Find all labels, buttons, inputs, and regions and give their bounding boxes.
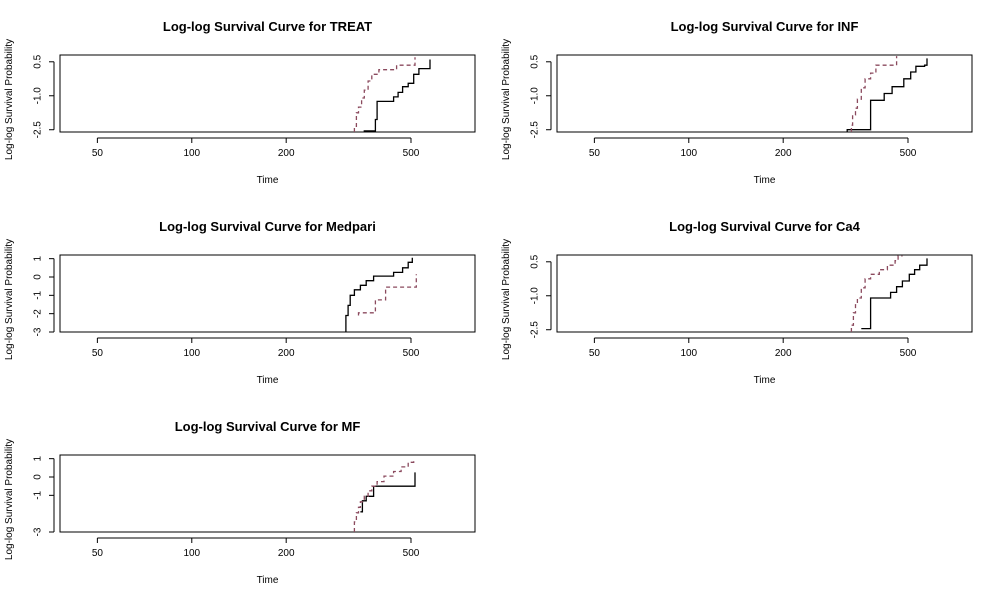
x-tick-label: 200 [278, 548, 295, 559]
x-tick-label: 50 [92, 548, 104, 559]
y-tick-label: 0.5 [530, 254, 541, 268]
y-axis-label: Log-log Survival Probability [501, 239, 512, 360]
x-tick-label: 500 [403, 148, 420, 159]
survival-curve-dashed [357, 274, 417, 316]
y-tick-label: -2.5 [530, 121, 541, 139]
survival-curve-solid [363, 59, 431, 132]
chart-panel: Log-log Survival Curve for Medpari 50 100 2… [4, 219, 476, 386]
chart-panel: Log-log Survival Curve for MF 50 100 200 500… [4, 419, 476, 586]
chart-panel: Log-log Survival Curve for INF 50 100 200 50… [501, 19, 973, 186]
x-tick-label: 50 [589, 348, 601, 359]
x-tick-label: 100 [183, 348, 200, 359]
chart-panel: Log-log Survival Curve for TREAT 50 100 200… [4, 19, 476, 186]
x-axis-label: Time [754, 375, 776, 386]
chart-title: Log-log Survival Curve for Medpari [159, 219, 376, 234]
y-tick-label: -3 [33, 527, 44, 536]
chart-title: Log-log Survival Curve for MF [175, 419, 361, 434]
survival-curve-solid [861, 258, 928, 330]
x-axis-label: Time [257, 575, 279, 586]
x-tick-label: 100 [680, 348, 697, 359]
x-tick-label: 100 [183, 148, 200, 159]
y-tick-label: -1.0 [530, 87, 541, 105]
chart-title: Log-log Survival Curve for INF [671, 19, 859, 34]
x-tick-label: 200 [775, 148, 792, 159]
x-tick-label: 500 [900, 148, 917, 159]
survival-curve-solid [846, 58, 928, 132]
y-axis-label: Log-log Survival Probability [4, 439, 15, 560]
y-tick-label: 0.5 [33, 54, 44, 68]
x-tick-label: 200 [278, 348, 295, 359]
y-tick-label: -2 [33, 309, 44, 318]
y-axis-label: Log-log Survival Probability [4, 39, 15, 160]
y-tick-label: -1 [33, 290, 44, 299]
x-tick-label: 50 [92, 348, 104, 359]
y-tick-label: 1 [33, 455, 44, 461]
plot-frame [59, 454, 476, 533]
y-tick-label: -1.0 [530, 287, 541, 305]
x-axis-label: Time [257, 375, 279, 386]
x-tick-label: 500 [403, 548, 420, 559]
x-tick-label: 200 [278, 148, 295, 159]
x-tick-label: 100 [680, 148, 697, 159]
plot-frame [556, 54, 973, 133]
y-tick-label: -3 [33, 327, 44, 336]
survival-curve-dashed [353, 458, 415, 532]
y-tick-label: -1.0 [33, 87, 44, 105]
survival-curve-solid [360, 472, 416, 513]
plot-frame [556, 254, 973, 333]
survival-curve-dashed [850, 255, 903, 332]
x-tick-label: 50 [589, 148, 601, 159]
x-tick-label: 100 [183, 548, 200, 559]
x-tick-label: 200 [775, 348, 792, 359]
survival-curve-dashed [353, 57, 416, 132]
y-axis-label: Log-log Survival Probability [4, 239, 15, 360]
y-tick-label: -1 [33, 490, 44, 499]
x-axis-label: Time [754, 175, 776, 186]
x-tick-label: 500 [403, 348, 420, 359]
x-tick-label: 50 [92, 148, 104, 159]
y-tick-label: 0 [33, 274, 44, 280]
y-tick-label: 0.5 [530, 54, 541, 68]
y-axis-label: Log-log Survival Probability [501, 39, 512, 160]
x-tick-label: 500 [900, 348, 917, 359]
y-tick-label: 1 [33, 255, 44, 261]
plot-frame [59, 254, 476, 333]
y-tick-label: 0 [33, 474, 44, 480]
chart-title: Log-log Survival Curve for Ca4 [669, 219, 860, 234]
plot-frame [59, 54, 476, 133]
y-tick-label: -2.5 [33, 121, 44, 139]
chart-panel: Log-log Survival Curve for Ca4 50 100 200 50… [501, 219, 973, 386]
survival-curve-solid [345, 257, 413, 332]
x-axis-label: Time [257, 175, 279, 186]
y-tick-label: -2.5 [530, 321, 541, 339]
survival-curve-dashed [850, 56, 898, 132]
chart-title: Log-log Survival Curve for TREAT [163, 19, 372, 34]
